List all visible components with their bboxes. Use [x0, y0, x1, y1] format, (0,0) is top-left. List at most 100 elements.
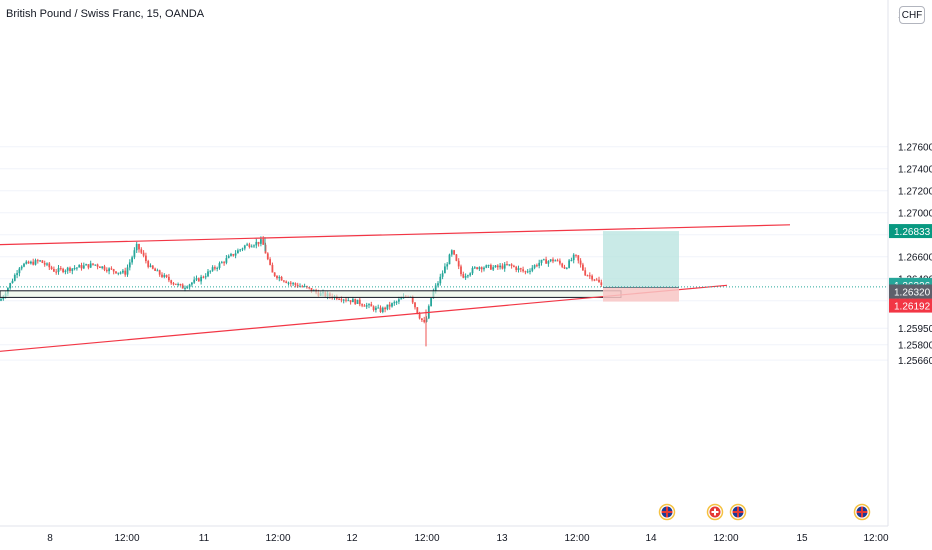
candle-body-100	[230, 254, 232, 256]
candle-body-6	[13, 274, 16, 281]
candle-body-236	[542, 259, 545, 261]
event-flag-gb-v-0	[666, 506, 668, 518]
candle-body-224	[515, 266, 518, 271]
candle-body-123	[283, 280, 285, 282]
candle-body-8	[18, 268, 21, 274]
candle-body-85	[195, 278, 198, 280]
candle-body-29	[66, 267, 69, 271]
candle-body-124	[285, 281, 288, 283]
candle-body-60	[138, 243, 140, 250]
candle-body-93	[214, 267, 216, 269]
candle-body-69	[158, 270, 161, 275]
candle-body-55	[126, 267, 129, 275]
candle-body-19	[43, 262, 46, 265]
candle-body-52	[119, 272, 122, 274]
candle-body-58	[133, 250, 136, 258]
x-tick-label-2: 11	[199, 533, 210, 544]
candle-body-70	[161, 274, 163, 277]
candle-body-258	[593, 279, 596, 281]
candle-body-87	[200, 276, 202, 282]
candle-body-67	[154, 268, 156, 271]
candle-body-33	[76, 267, 78, 269]
candle-body-45	[103, 266, 106, 270]
candle-body-47	[108, 268, 110, 272]
candle-body-17	[39, 260, 41, 262]
candle-body-166	[381, 307, 384, 312]
candle-body-5	[11, 280, 14, 284]
candle-body-48	[110, 268, 113, 270]
candle-body-43	[99, 266, 101, 268]
candle-body-35	[80, 265, 83, 269]
candle-body-173	[398, 299, 400, 302]
candle-body-242	[556, 260, 559, 262]
candle-body-128	[294, 283, 297, 285]
candle-body-65	[149, 265, 152, 267]
candle-body-169	[388, 304, 391, 307]
candle-body-165	[379, 307, 382, 312]
stop-price-label-bg	[889, 298, 932, 313]
x-tick-label-1: 12:00	[114, 533, 139, 544]
candle-body-191	[439, 276, 442, 284]
candle-body-73	[168, 276, 170, 281]
candle-body-118	[271, 264, 274, 273]
candle-body-252	[579, 260, 582, 265]
candle-body-15	[34, 260, 37, 265]
candle-body-101	[232, 254, 235, 256]
candle-body-187	[430, 298, 432, 307]
currency-button[interactable]: CHF	[899, 6, 925, 24]
y-tick-label-1: 1.27400	[898, 165, 932, 176]
candle-body-230	[529, 270, 531, 272]
candle-body-255	[586, 275, 589, 277]
candle-body-238	[547, 261, 550, 264]
candle-body-234	[538, 262, 541, 266]
event-flag-gb-v-2	[737, 506, 739, 518]
candle-body-251	[577, 255, 580, 261]
candle-body-160	[368, 304, 370, 306]
candle-body-212	[487, 264, 490, 266]
symbol-title[interactable]: British Pound / Swiss Franc, 15, OANDA	[6, 8, 205, 20]
candle-body-256	[588, 275, 591, 277]
candle-body-260	[598, 279, 600, 283]
candle-body-23	[53, 268, 55, 272]
candle-body-184	[423, 319, 426, 322]
candle-body-57	[131, 257, 133, 263]
candle-body-72	[165, 275, 168, 277]
candle-body-221	[508, 264, 511, 266]
candle-body-36	[82, 265, 85, 269]
candle-body-78	[179, 284, 182, 286]
candle-body-107	[246, 244, 248, 246]
candle-body-152	[349, 300, 352, 303]
candle-body-24	[55, 271, 58, 273]
candle-body-116	[266, 253, 269, 260]
candle-body-219	[503, 264, 506, 269]
candle-body-203	[467, 275, 469, 277]
candle-body-77	[177, 284, 179, 286]
candle-body-180	[414, 302, 416, 308]
candle-body-154	[354, 299, 357, 304]
y-tick-label-6: 1.25950	[898, 324, 932, 335]
candle-body-198	[455, 254, 458, 261]
candle-body-206	[473, 267, 476, 269]
candle-body-164	[377, 307, 380, 309]
candle-body-200	[460, 266, 462, 275]
candle-body-84	[193, 279, 196, 283]
candle-body-257	[591, 275, 593, 280]
candle-body-22	[50, 267, 53, 269]
target-zone	[603, 231, 679, 288]
candle-body-241	[554, 260, 557, 262]
candle-body-211	[485, 265, 488, 268]
candle-body-220	[506, 264, 508, 266]
candle-body-111	[255, 241, 258, 246]
candle-body-4	[9, 283, 12, 289]
candle-body-190	[437, 283, 439, 286]
candle-body-183	[421, 318, 423, 320]
candle-body-113	[260, 239, 262, 244]
candle-body-59	[135, 243, 138, 251]
candle-body-105	[241, 248, 244, 250]
candle-body-64	[147, 261, 150, 267]
candle-body-150	[345, 299, 347, 301]
candle-body-71	[163, 275, 166, 277]
stop-zone	[603, 287, 679, 302]
